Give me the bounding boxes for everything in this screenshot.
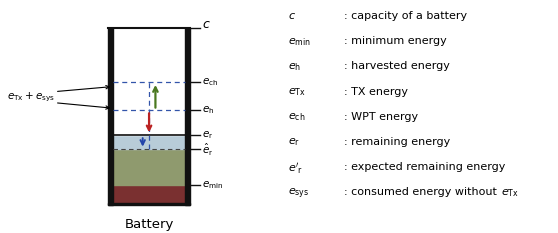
Text: $e_{\mathrm{h}}$: $e_{\mathrm{h}}$ xyxy=(288,62,302,73)
Text: : consumed energy without: : consumed energy without xyxy=(344,187,501,197)
Text: $c$: $c$ xyxy=(203,18,211,31)
Bar xyxy=(113,185,185,203)
Text: $e_{\mathrm{r}}$: $e_{\mathrm{r}}$ xyxy=(203,129,214,141)
Text: $\hat{e}_{\mathrm{r}}$: $\hat{e}_{\mathrm{r}}$ xyxy=(203,141,214,158)
Bar xyxy=(113,150,185,185)
Bar xyxy=(108,28,113,205)
Text: $e_{\mathrm{r}}$: $e_{\mathrm{r}}$ xyxy=(288,137,301,148)
Text: $c$: $c$ xyxy=(288,11,296,21)
Text: : expected remaining energy: : expected remaining energy xyxy=(344,162,506,172)
Text: : WPT energy: : WPT energy xyxy=(344,112,418,122)
Text: : harvested energy: : harvested energy xyxy=(344,62,450,72)
Text: $e_{\mathrm{Tx}}+e_{\mathrm{sys}}$: $e_{\mathrm{Tx}}+e_{\mathrm{sys}}$ xyxy=(7,90,55,104)
Text: $e_{\mathrm{ch}}$: $e_{\mathrm{ch}}$ xyxy=(203,76,219,88)
Text: : capacity of a battery: : capacity of a battery xyxy=(344,11,468,21)
Bar xyxy=(108,203,190,205)
Text: : minimum energy: : minimum energy xyxy=(344,36,447,46)
Text: $e_{\mathrm{sys}}$: $e_{\mathrm{sys}}$ xyxy=(288,187,310,201)
Text: $e_{\mathrm{min}}$: $e_{\mathrm{min}}$ xyxy=(203,179,224,191)
Text: $e_{\mathrm{min}}$: $e_{\mathrm{min}}$ xyxy=(288,36,311,48)
Bar xyxy=(113,28,185,135)
Text: $e_{\mathrm{Tx}}$: $e_{\mathrm{Tx}}$ xyxy=(501,187,519,199)
Bar xyxy=(113,135,185,150)
Text: $e'_{\mathrm{r}}$: $e'_{\mathrm{r}}$ xyxy=(288,162,304,176)
Bar xyxy=(185,28,190,205)
Text: $e_{\mathrm{ch}}$: $e_{\mathrm{ch}}$ xyxy=(288,112,306,123)
Text: $e_{\mathrm{h}}$: $e_{\mathrm{h}}$ xyxy=(203,105,215,116)
Text: Battery: Battery xyxy=(124,218,174,231)
Text: $e_{\mathrm{Tx}}$: $e_{\mathrm{Tx}}$ xyxy=(288,86,306,98)
Text: : remaining energy: : remaining energy xyxy=(344,137,450,147)
Text: : TX energy: : TX energy xyxy=(344,86,408,96)
